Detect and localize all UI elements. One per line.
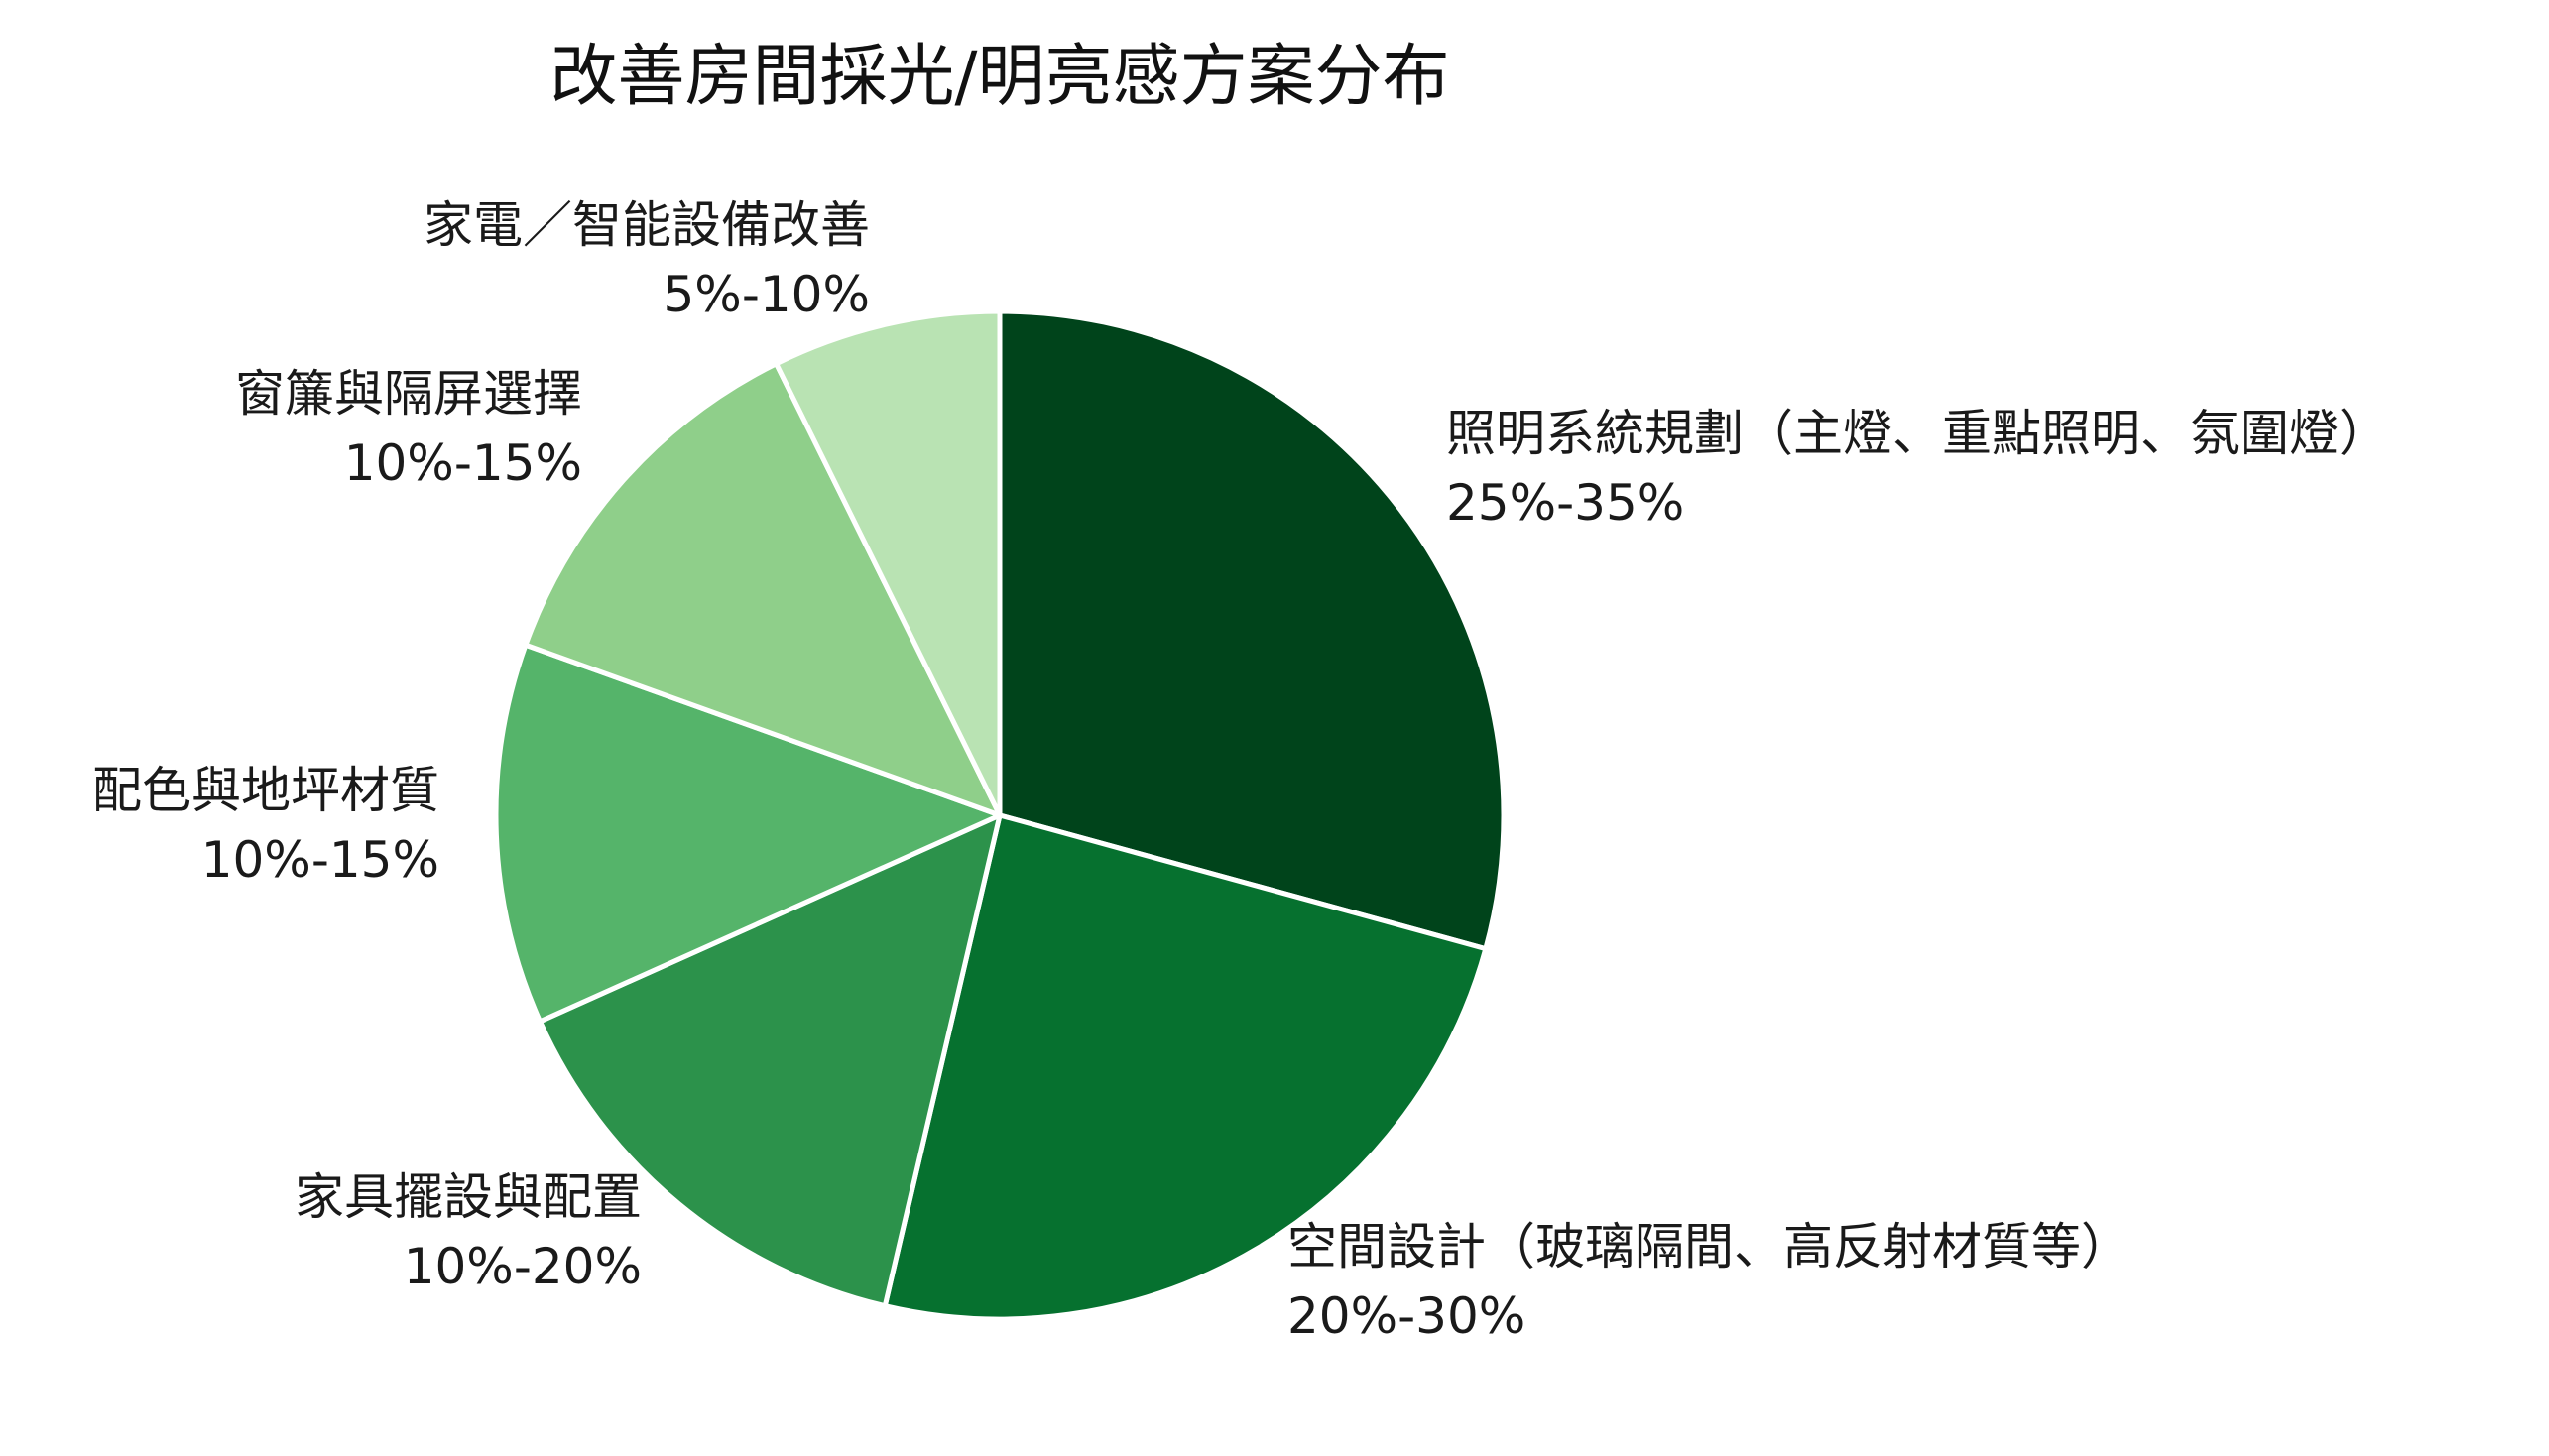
slice-range-4: 10%-15% xyxy=(201,831,439,889)
slice-label-1: 照明系統規劃（主燈、重點照明、氛圍燈） xyxy=(1446,405,2388,462)
slice-labels: 照明系統規劃（主燈、重點照明、氛圍燈） 25%-35% 空間設計（玻璃隔間、高反射材… xyxy=(92,196,2388,1345)
pie-slices xyxy=(493,308,1507,1322)
slice-label-5: 窗簾與隔屏選擇 xyxy=(235,365,582,423)
slice-range-6: 5%-10% xyxy=(664,266,871,323)
pie-slice-4 xyxy=(493,642,1003,1025)
slice-range-5: 10%-15% xyxy=(344,434,582,492)
slice-label-6: 家電／智能設備改善 xyxy=(424,196,870,254)
slice-range-2: 20%-30% xyxy=(1287,1287,1525,1345)
slice-label-4: 配色與地坪材質 xyxy=(92,762,439,819)
slice-label-3: 家具擺設與配置 xyxy=(295,1168,642,1226)
slice-label-2: 空間設計（玻璃隔間、高反射材質等） xyxy=(1287,1218,2130,1275)
slice-range-1: 25%-35% xyxy=(1446,474,1684,532)
pie-slice-1 xyxy=(997,308,1507,952)
pie-slice-2 xyxy=(882,812,1489,1322)
slice-range-3: 10%-20% xyxy=(404,1238,642,1295)
pie-slice-3 xyxy=(537,812,1003,1309)
pie-slice-6 xyxy=(774,308,1003,818)
chart-title: 改善房間採光/明亮感方案分布 xyxy=(550,38,1450,116)
pie-slice-5 xyxy=(523,361,1003,818)
